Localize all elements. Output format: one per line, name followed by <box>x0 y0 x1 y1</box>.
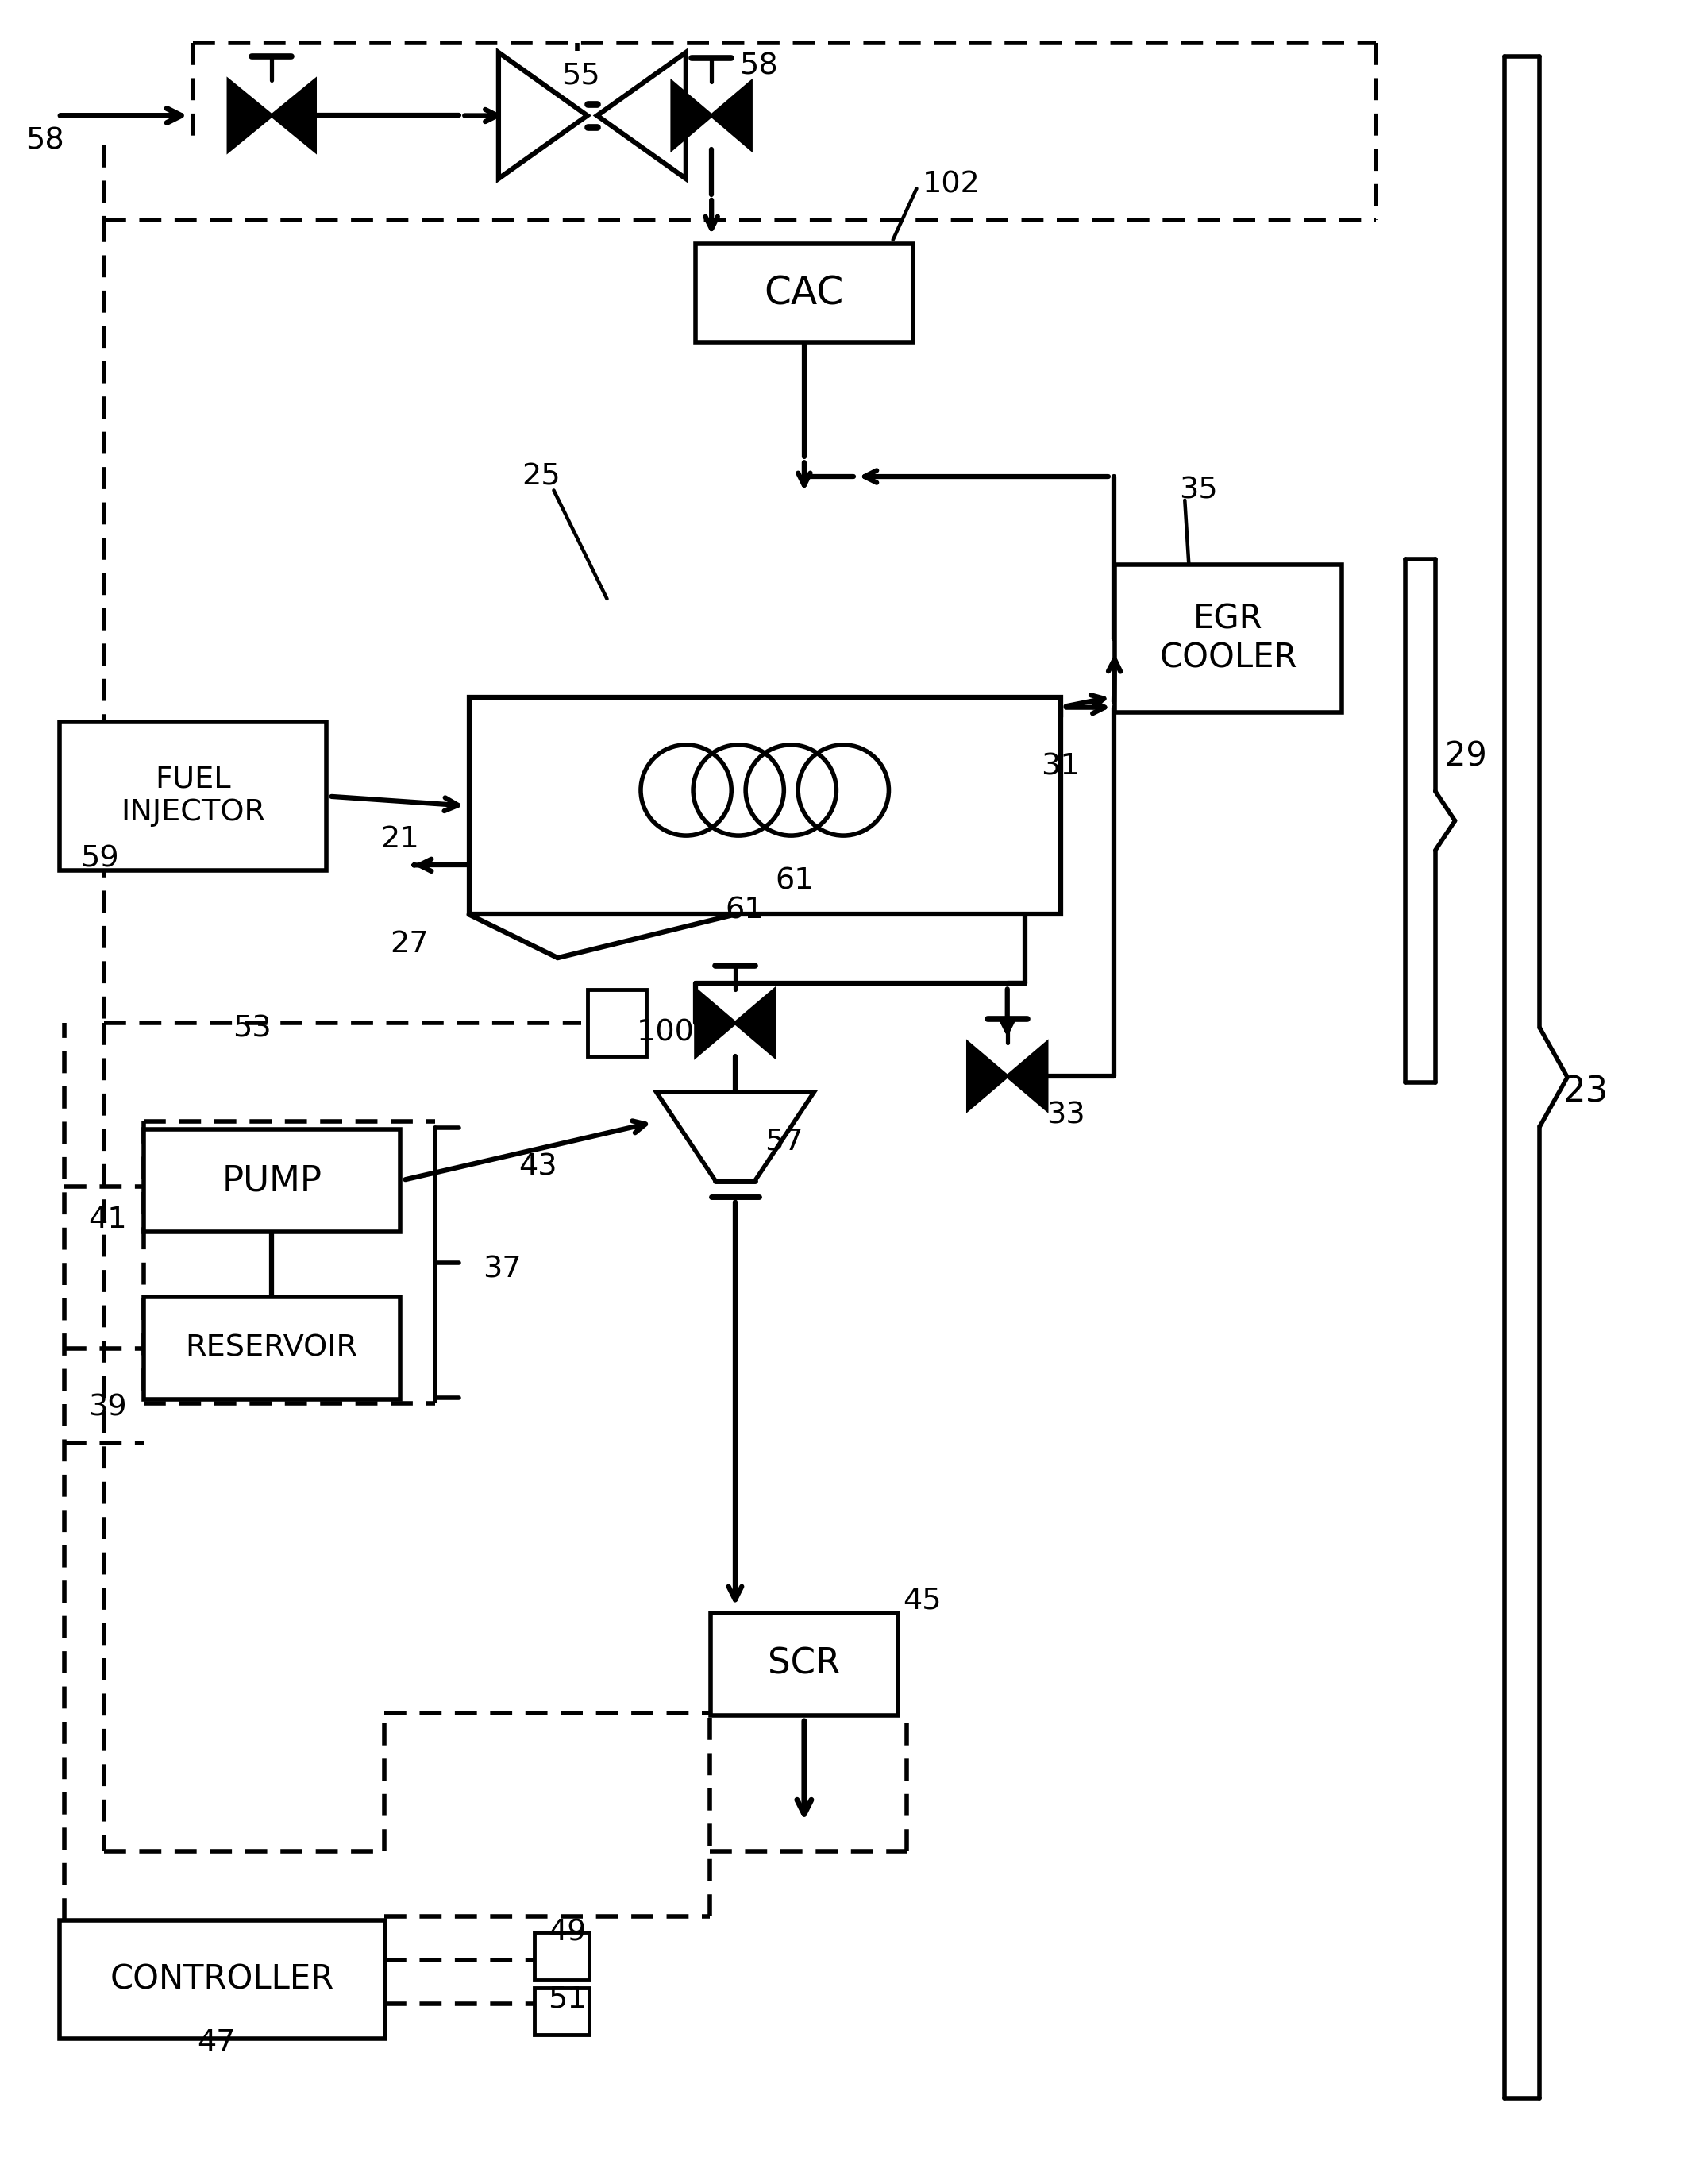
Polygon shape <box>1007 1042 1046 1109</box>
Text: EGR
COOLER: EGR COOLER <box>1159 603 1297 675</box>
Text: RESERVOIR: RESERVOIR <box>186 1334 358 1363</box>
Text: FUEL
INJECTOR: FUEL INJECTOR <box>121 764 265 828</box>
Bar <box>534 1987 589 2035</box>
Text: 49: 49 <box>548 1918 587 1946</box>
Polygon shape <box>736 989 775 1057</box>
Text: 27: 27 <box>391 930 428 959</box>
Text: 47: 47 <box>196 2029 236 2057</box>
Text: 41: 41 <box>89 1206 126 1234</box>
Text: CONTROLLER: CONTROLLER <box>111 1963 335 1996</box>
Text: 45: 45 <box>903 1586 941 1616</box>
Text: 21: 21 <box>381 826 418 854</box>
Text: 57: 57 <box>765 1127 804 1155</box>
Bar <box>143 1297 399 1400</box>
Text: 61: 61 <box>775 867 814 895</box>
Text: 33: 33 <box>1046 1101 1086 1129</box>
Text: 53: 53 <box>232 1016 271 1044</box>
Bar <box>534 1933 589 1979</box>
Text: 39: 39 <box>89 1393 126 1422</box>
Text: 29: 29 <box>1446 740 1487 773</box>
Polygon shape <box>968 1042 1007 1109</box>
Bar <box>1115 563 1342 712</box>
Text: 59: 59 <box>80 845 119 874</box>
Text: 35: 35 <box>1180 476 1217 505</box>
Polygon shape <box>673 83 712 149</box>
Text: 25: 25 <box>522 463 562 491</box>
Polygon shape <box>271 81 316 151</box>
Polygon shape <box>597 52 686 179</box>
Bar <box>60 723 326 869</box>
Polygon shape <box>498 52 587 179</box>
Text: 43: 43 <box>519 1153 556 1182</box>
Text: 102: 102 <box>922 170 980 199</box>
Text: 55: 55 <box>562 61 601 90</box>
Bar <box>710 1612 898 1714</box>
Bar <box>696 245 913 343</box>
Polygon shape <box>229 81 271 151</box>
Bar <box>60 1920 386 2040</box>
Bar <box>587 989 647 1057</box>
Text: 58: 58 <box>26 127 63 155</box>
Text: SCR: SCR <box>768 1647 840 1682</box>
Polygon shape <box>696 989 736 1057</box>
Text: 51: 51 <box>548 1985 587 2014</box>
Text: PUMP: PUMP <box>222 1164 321 1197</box>
Text: 61: 61 <box>725 895 765 924</box>
Bar <box>469 697 1060 915</box>
Bar <box>143 1129 399 1232</box>
Text: 31: 31 <box>1041 751 1079 782</box>
Text: 37: 37 <box>483 1256 521 1284</box>
Polygon shape <box>712 83 751 149</box>
Text: 58: 58 <box>739 52 778 81</box>
Text: CAC: CAC <box>765 273 843 312</box>
Text: 100: 100 <box>637 1018 695 1046</box>
Text: 23: 23 <box>1564 1075 1610 1109</box>
Polygon shape <box>655 1092 814 1182</box>
